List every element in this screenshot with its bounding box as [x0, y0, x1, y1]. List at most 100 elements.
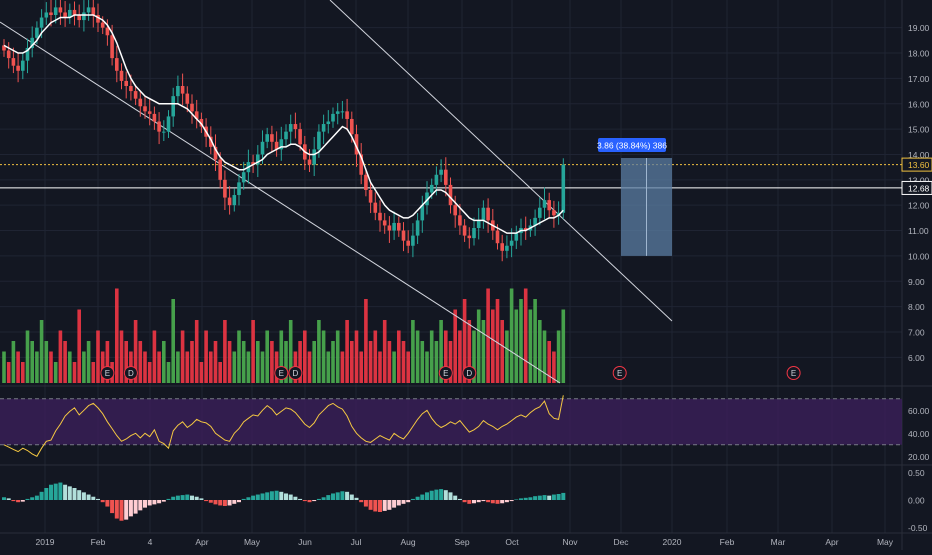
- candle-body: [68, 9, 72, 18]
- event-marker-circle: [786, 366, 801, 380]
- time-tick-label: May: [244, 537, 261, 547]
- volume-bar: [326, 351, 331, 383]
- candle-body: [467, 235, 472, 239]
- event-marker[interactable]: E: [786, 366, 801, 380]
- volume-bar: [505, 330, 509, 383]
- volume-bar: [350, 341, 354, 383]
- candle-body: [279, 139, 284, 150]
- candle-body: [556, 212, 561, 216]
- candle-body: [190, 103, 194, 112]
- candle-body: [481, 207, 486, 221]
- candle-body: [138, 98, 143, 107]
- volume-bar: [166, 362, 171, 383]
- candle-body: [359, 154, 363, 175]
- candle-body: [6, 50, 11, 59]
- rsi-line: [3, 395, 564, 457]
- volume-bar: [152, 330, 157, 383]
- candle-body: [185, 93, 190, 104]
- macd-histogram-bar: [462, 500, 467, 503]
- candle-body: [331, 113, 335, 122]
- candle-body: [53, 7, 58, 15]
- volume-bar: [199, 362, 204, 383]
- macd-tick-label: 0.00: [908, 496, 925, 506]
- candle-body: [495, 230, 500, 244]
- macd-histogram-bar: [11, 500, 16, 502]
- volume-bar: [378, 351, 382, 383]
- macd-histogram-bar: [128, 500, 133, 517]
- macd-histogram-bar: [523, 497, 528, 500]
- candle-body: [86, 7, 91, 13]
- candle-body: [523, 228, 528, 231]
- candle-body: [213, 146, 218, 160]
- volume-bar: [538, 320, 542, 383]
- macd-histogram-bar: [161, 500, 166, 502]
- candle-body: [218, 159, 222, 180]
- volume-bar: [434, 341, 439, 383]
- event-marker[interactable]: E: [100, 366, 115, 380]
- event-marker[interactable]: D: [462, 366, 477, 380]
- volume-bar: [162, 341, 166, 383]
- volume-bar: [185, 351, 190, 383]
- volume-bar: [420, 341, 425, 383]
- candle-body: [411, 235, 415, 246]
- time-tick-label: Feb: [91, 537, 106, 547]
- candle-body: [472, 228, 476, 239]
- event-marker-circle: [462, 366, 477, 380]
- macd-histogram-bar: [227, 500, 232, 506]
- candle-body: [406, 240, 410, 246]
- volume-bar: [406, 351, 410, 383]
- macd-histogram-bar: [392, 500, 397, 508]
- candle-body: [227, 197, 232, 206]
- candle-body: [49, 12, 53, 15]
- candle-body: [500, 243, 504, 251]
- candle-body: [30, 37, 34, 48]
- macd-histogram-bar: [504, 500, 509, 503]
- candle-body: [397, 222, 401, 231]
- candle-body: [72, 9, 77, 15]
- candle-body: [35, 27, 39, 38]
- macd-histogram-bar: [349, 494, 354, 500]
- volume-bar: [138, 341, 143, 383]
- macd-histogram-bar: [175, 495, 180, 500]
- macd-histogram-bar: [467, 500, 472, 504]
- candle-body: [100, 22, 105, 28]
- event-marker[interactable]: E: [612, 366, 627, 380]
- event-marker[interactable]: E: [438, 366, 453, 380]
- candle-body: [312, 149, 316, 165]
- macd-histogram-bar: [133, 500, 138, 514]
- candle-body: [542, 200, 547, 208]
- candle-body: [58, 7, 63, 13]
- volume-bar: [448, 341, 453, 383]
- macd-histogram-bar: [425, 492, 429, 500]
- macd-histogram-bar: [6, 498, 11, 500]
- event-marker[interactable]: D: [288, 366, 303, 380]
- macd-histogram-bar: [269, 491, 274, 500]
- candle-body: [340, 111, 345, 113]
- volume-bar: [373, 330, 378, 383]
- event-marker[interactable]: E: [274, 366, 289, 380]
- volume-bar: [317, 320, 321, 383]
- time-tick-label: Mar: [771, 537, 786, 547]
- volume-bar: [119, 330, 124, 383]
- volume-bar: [279, 330, 284, 383]
- volume-bar: [241, 341, 246, 383]
- volume-bar: [77, 309, 81, 383]
- macd-histogram-bar: [401, 500, 406, 504]
- macd-histogram-bar: [354, 497, 359, 500]
- candle-body: [251, 162, 255, 165]
- event-marker[interactable]: D: [123, 366, 138, 380]
- event-marker-label: E: [617, 369, 622, 378]
- volume-bar: [11, 341, 16, 383]
- candle-body: [425, 192, 429, 206]
- candle-body: [232, 195, 237, 206]
- macd-histogram-bar: [171, 496, 176, 500]
- volume-bar: [49, 351, 53, 383]
- macd-histogram-bar: [143, 500, 147, 508]
- macd-histogram-bar: [96, 498, 100, 500]
- candle-body: [476, 220, 481, 228]
- macd-histogram-bar: [63, 484, 68, 500]
- macd-histogram-bar: [157, 500, 162, 504]
- price-tick-label: 6.00: [908, 353, 925, 363]
